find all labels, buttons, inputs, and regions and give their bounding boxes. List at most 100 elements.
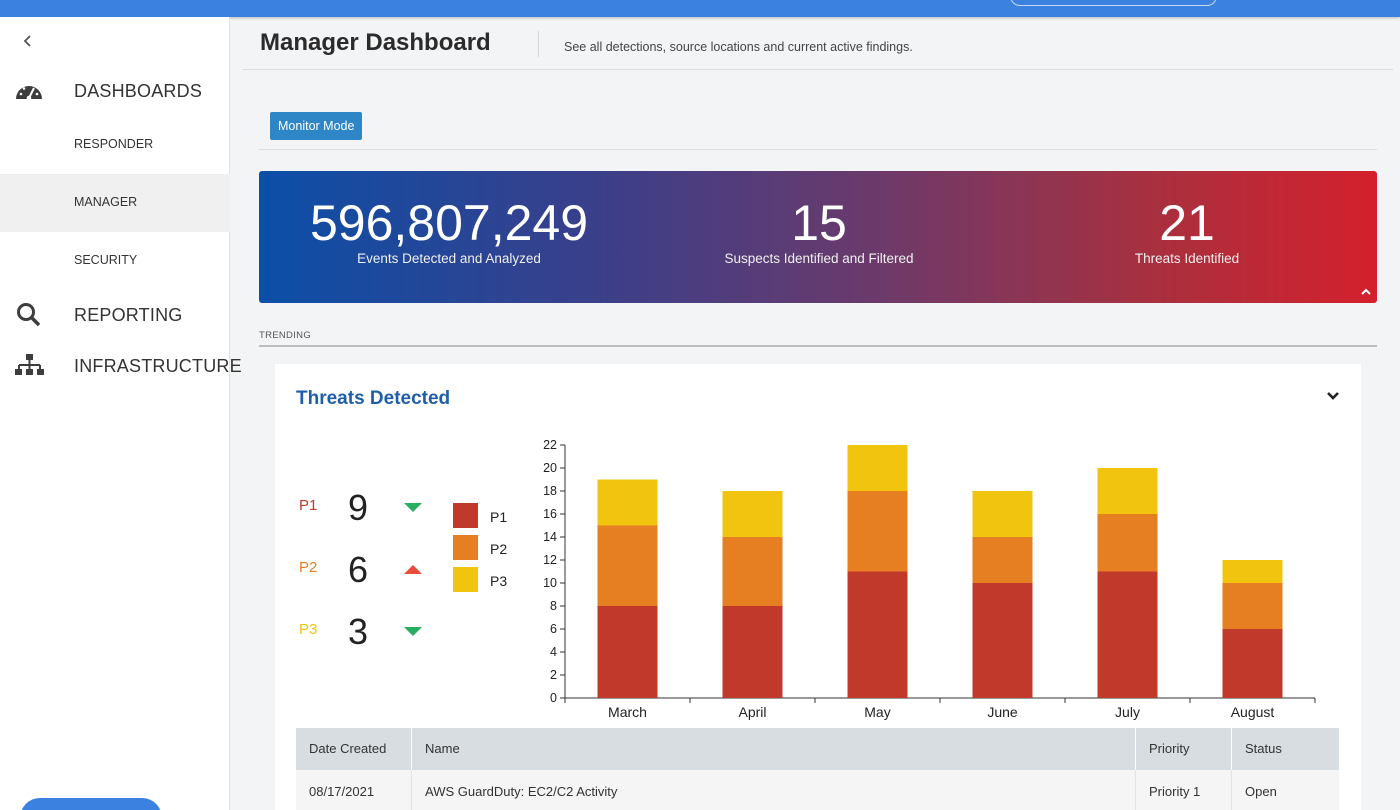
y-tick-label: 6: [550, 622, 557, 636]
sidebar-item-responder[interactable]: RESPONDER: [0, 116, 230, 174]
legend-swatch: [453, 503, 478, 528]
page-title: Manager Dashboard: [260, 29, 491, 56]
top-bar: [0, 0, 1400, 17]
x-tick-label: May: [864, 704, 890, 720]
column-header-status[interactable]: Status: [1245, 741, 1282, 756]
bar-p1: [722, 606, 783, 698]
sidebar-item-security[interactable]: SECURITY: [0, 232, 230, 290]
y-tick-label: 10: [543, 576, 557, 590]
trend-down-icon: [403, 500, 423, 512]
stat-caption: Events Detected and Analyzed: [357, 251, 541, 266]
top-search-pill[interactable]: [1010, 0, 1217, 6]
card-title: Threats Detected: [296, 388, 451, 409]
x-tick-label: August: [1231, 704, 1275, 720]
stat-caption: Suspects Identified and Filtered: [724, 251, 914, 266]
sidebar-item-label: DASHBOARDS: [74, 81, 203, 101]
bar-p3: [722, 491, 783, 537]
bar-p1: [972, 583, 1033, 698]
sidebar-item-label: INFRASTRUCTURE: [74, 356, 242, 376]
monitor-mode-button[interactable]: Monitor Mode: [270, 112, 363, 140]
x-tick-label: June: [987, 704, 1018, 720]
bar-p2: [847, 491, 908, 572]
priority-label: P3: [299, 621, 318, 638]
y-tick-label: 0: [550, 691, 557, 705]
sidebar-item-label: SECURITY: [74, 253, 138, 267]
divider: [259, 149, 1377, 150]
bar-p3: [847, 445, 908, 491]
header-divider: [538, 31, 539, 57]
sidebar-item-label: REPORTING: [74, 305, 183, 325]
legend-item-p1: P1: [453, 503, 523, 529]
y-tick-label: 14: [543, 530, 557, 544]
priority-p2: P2 6: [299, 549, 449, 590]
x-tick-label: March: [608, 704, 647, 720]
priority-count: 9: [348, 487, 369, 528]
priority-p3: P3 3: [299, 611, 449, 652]
legend-item-p2: P2: [453, 535, 523, 561]
y-tick-label: 16: [543, 507, 557, 521]
trend-down-icon: [403, 624, 423, 636]
stat-events: 596,807,249 Events Detected and Analyzed: [289, 195, 609, 267]
sidebar-item-dashboards[interactable]: DASHBOARDS: [0, 71, 230, 111]
y-tick-label: 8: [550, 599, 557, 613]
trending-divider: [259, 345, 1377, 347]
legend-label: P1: [490, 509, 508, 525]
priority-label: P2: [299, 559, 318, 576]
y-tick-label: 22: [543, 438, 557, 452]
chevron-down-icon[interactable]: [1325, 388, 1341, 404]
sidebar-bottom-button[interactable]: [20, 798, 162, 810]
page-subtitle: See all detections, source locations and…: [564, 40, 913, 54]
legend-label: P3: [490, 573, 508, 589]
stat-threats: 21 Threats Identified: [1057, 195, 1317, 267]
column-header-priority[interactable]: Priority: [1136, 728, 1232, 770]
bar-p2: [722, 537, 783, 606]
search-icon: [14, 301, 44, 329]
bar-p3: [1097, 468, 1158, 514]
legend-swatch: [453, 567, 478, 592]
stat-caption: Threats Identified: [1134, 251, 1240, 266]
bar-p3: [1222, 560, 1283, 583]
bar-p2: [1097, 514, 1158, 572]
cell-date: 08/17/2021: [296, 770, 412, 810]
priority-count: 6: [348, 549, 369, 590]
stat-value: 21: [1159, 195, 1215, 251]
chevron-up-icon[interactable]: [1361, 285, 1371, 299]
column-header-date[interactable]: Date Created: [296, 728, 412, 770]
stat-value: 15: [791, 195, 847, 251]
sidebar: DASHBOARDS RESPONDER MANAGER SECURITY RE…: [0, 17, 242, 810]
bar-p2: [1222, 583, 1283, 629]
sidebar-item-label: RESPONDER: [74, 137, 154, 151]
page-header: Manager Dashboard See all detections, so…: [243, 17, 1393, 70]
y-tick-label: 18: [543, 484, 557, 498]
threats-detected-card: Threats Detected P1 9 P2 6 P3 3: [275, 364, 1361, 810]
sitemap-icon: [14, 352, 44, 380]
trending-label: TRENDING: [259, 330, 312, 341]
table-row[interactable]: 08/17/2021 AWS GuardDuty: EC2/C2 Activit…: [296, 770, 1339, 810]
cell-status: Open: [1245, 784, 1277, 799]
table-header: Date Created Name Priority Status: [296, 728, 1339, 770]
sidebar-item-label: MANAGER: [74, 195, 138, 209]
legend-label: P2: [490, 541, 508, 557]
stats-banner: 596,807,249 Events Detected and Analyzed…: [259, 171, 1377, 303]
y-tick-label: 20: [543, 461, 557, 475]
bar-p3: [972, 491, 1033, 537]
speedometer-icon: [14, 77, 44, 105]
cell-priority: Priority 1: [1136, 770, 1232, 810]
x-tick-label: July: [1115, 704, 1140, 720]
y-tick-label: 12: [543, 553, 557, 567]
sidebar-item-infrastructure[interactable]: INFRASTRUCTURE: [0, 346, 242, 386]
y-tick-label: 2: [550, 668, 557, 682]
bar-p2: [972, 537, 1033, 583]
sidebar-item-reporting[interactable]: REPORTING: [0, 295, 230, 335]
bar-p3: [597, 479, 658, 526]
bar-p2: [597, 525, 658, 606]
y-tick-label: 4: [550, 645, 557, 659]
priority-count: 3: [348, 611, 369, 652]
column-header-name[interactable]: Name: [412, 728, 1136, 770]
legend-swatch: [453, 535, 478, 560]
priority-p1: P1 9: [299, 487, 449, 528]
sidebar-item-manager[interactable]: MANAGER: [0, 174, 230, 232]
main-content: Manager Dashboard See all detections, so…: [243, 17, 1393, 810]
chevron-left-icon[interactable]: [20, 33, 36, 49]
bar-p1: [847, 571, 908, 698]
